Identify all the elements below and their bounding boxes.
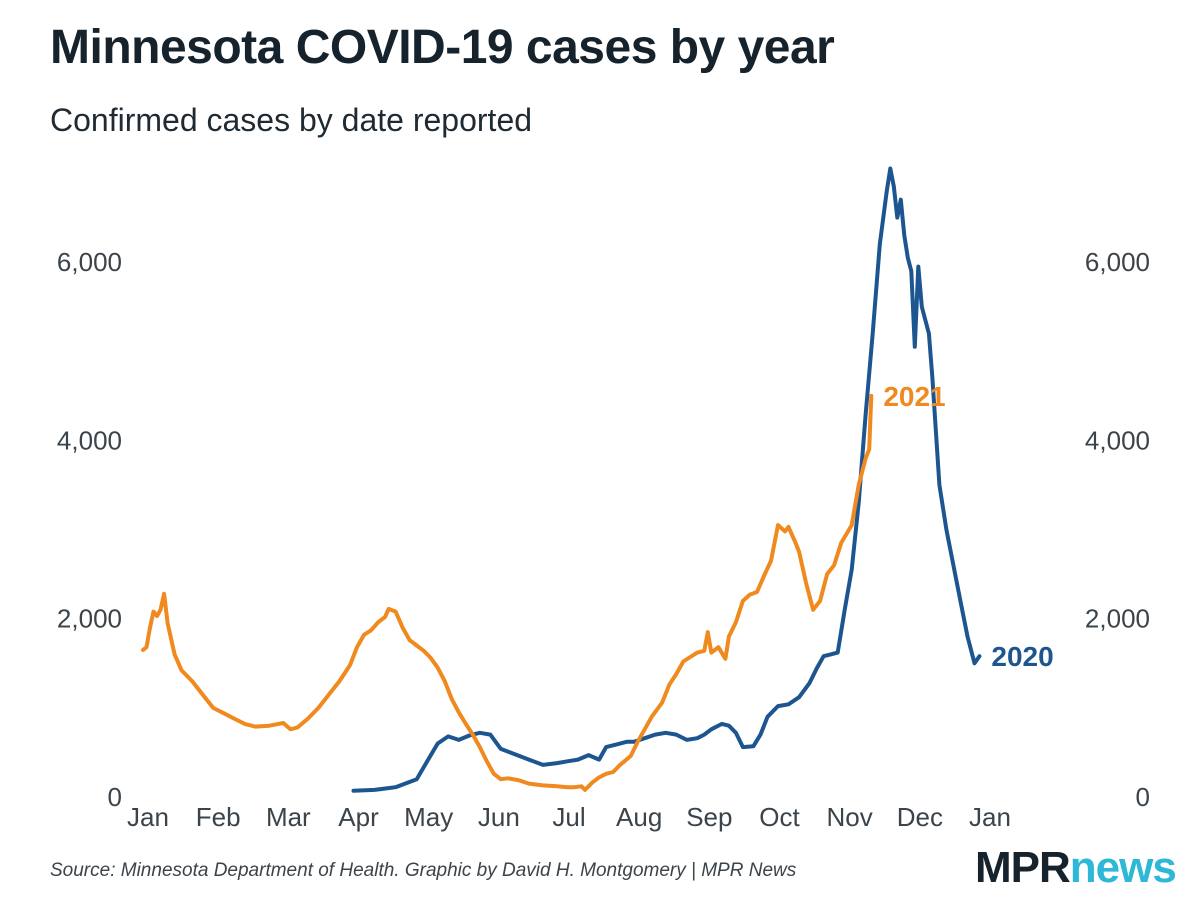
x-tick-oct-9: Oct: [759, 802, 800, 832]
series-labels: 2020 2021: [883, 381, 1053, 672]
x-tick-jun-5: Jun: [478, 802, 520, 832]
x-tick-nov-10: Nov: [827, 802, 873, 832]
source-note: Source: Minnesota Department of Health. …: [50, 860, 797, 881]
x-tick-may-4: May: [404, 802, 453, 832]
x-tick-jan-0: Jan: [127, 802, 169, 832]
series-label-2020: 2020: [991, 641, 1053, 672]
y-tick-right-1: 2,000: [1085, 604, 1150, 634]
y-axis-left: 0 2,000 4,000 6,000: [57, 247, 122, 812]
chart-subtitle: Confirmed cases by date reported: [50, 102, 533, 138]
x-tick-jan-12: Jan: [969, 802, 1011, 832]
x-tick-apr-3: Apr: [338, 802, 379, 832]
series-label-2021: 2021: [883, 381, 945, 412]
x-tick-aug-7: Aug: [616, 802, 662, 832]
y-tick-right-2: 4,000: [1085, 425, 1150, 455]
chart-title: Minnesota COVID-19 cases by year: [50, 21, 835, 74]
y-tick-right-0: 0: [1136, 782, 1150, 812]
logo-mpr: MPR: [975, 843, 1071, 892]
y-tick-left-3: 6,000: [57, 247, 122, 277]
series-line-2021: [141, 393, 874, 792]
x-tick-feb-1: Feb: [196, 802, 241, 832]
series-line-2020: [351, 166, 982, 793]
series-lines: [141, 166, 982, 793]
y-tick-left-1: 2,000: [57, 604, 122, 634]
x-tick-mar-2: Mar: [266, 802, 311, 832]
x-tick-jul-6: Jul: [552, 802, 585, 832]
x-tick-dec-11: Dec: [897, 802, 943, 832]
y-tick-left-2: 4,000: [57, 425, 122, 455]
x-tick-sep-8: Sep: [686, 802, 732, 832]
y-tick-left-0: 0: [108, 782, 122, 812]
x-axis: Jan Feb Mar Apr May Jun Jul Aug Sep Oct Nov Dec Jan: [127, 802, 1011, 832]
logo-news: news: [1069, 843, 1177, 892]
y-axis-right: 0 2,000 4,000 6,000: [1085, 247, 1150, 812]
mpr-news-logo: MPRnews: [975, 843, 1177, 892]
y-tick-right-3: 6,000: [1085, 247, 1150, 277]
